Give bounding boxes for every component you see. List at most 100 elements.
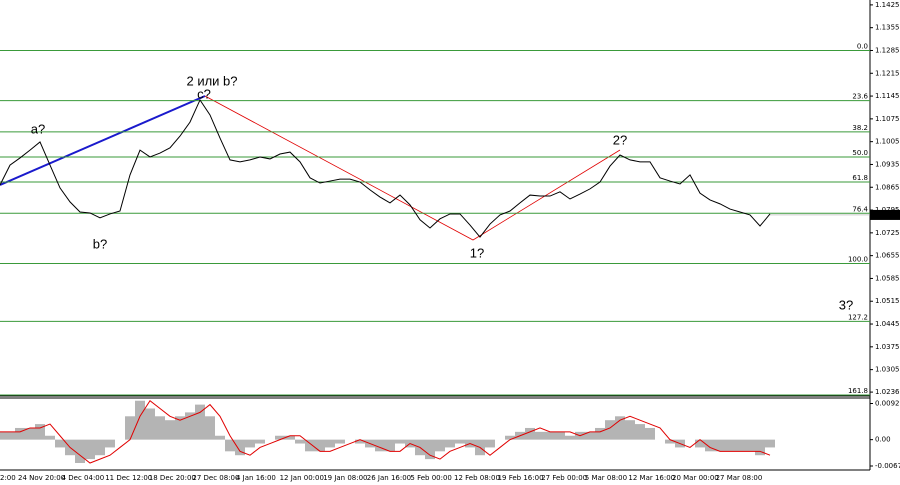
histogram-bar bbox=[505, 435, 515, 440]
signal-line bbox=[0, 399, 771, 464]
histogram-bar bbox=[75, 439, 85, 463]
histogram-bar bbox=[185, 412, 195, 440]
histogram-bar bbox=[85, 439, 95, 460]
y-tick-label: 1.1005 bbox=[875, 138, 900, 146]
x-tick-label: 26 Jan 16:00 bbox=[367, 474, 411, 482]
x-tick-label: 27 Mar 08:00 bbox=[716, 474, 763, 482]
y-tick-label: 1.0725 bbox=[875, 229, 900, 237]
histogram-bar bbox=[205, 416, 215, 440]
x-tick-label: 5 Mar 08:00 bbox=[585, 474, 627, 482]
fib-label: 76.4 bbox=[852, 205, 868, 213]
histogram-bar bbox=[705, 439, 715, 452]
histogram-bar bbox=[755, 439, 765, 456]
histogram-bar bbox=[485, 439, 495, 448]
histogram-bar bbox=[695, 439, 705, 448]
histogram-bar bbox=[455, 439, 465, 444]
current-price-label: 1.0780 bbox=[874, 211, 899, 219]
x-tick-label: 4 Jan 16:00 bbox=[236, 474, 276, 482]
histogram-bar bbox=[195, 404, 205, 440]
y-tick-label: 1.0865 bbox=[875, 183, 900, 191]
histogram-bar bbox=[605, 420, 615, 440]
y-tick-label: 1.0445 bbox=[875, 320, 900, 328]
histogram-bar bbox=[315, 439, 325, 452]
histogram-bar bbox=[395, 439, 405, 444]
wave-label: a? bbox=[31, 121, 45, 136]
histogram-bar bbox=[725, 439, 735, 452]
x-tick-label: 27 Dec 08:00 bbox=[192, 474, 239, 482]
y-tick-label: 1.1075 bbox=[875, 115, 900, 123]
wave-label: b? bbox=[93, 236, 107, 251]
histogram-bar bbox=[335, 439, 345, 444]
y-tick-label: -0.00677 bbox=[875, 462, 900, 470]
fib-label: 38.2 bbox=[852, 124, 868, 132]
x-tick-label: 20 Mar 00:00 bbox=[672, 474, 719, 482]
wave-label: 2? bbox=[613, 132, 627, 147]
histogram-bar bbox=[545, 431, 555, 440]
x-tick-label: 12 Jan 00:00 bbox=[280, 474, 324, 482]
histogram-bar bbox=[665, 439, 675, 444]
histogram-bar bbox=[285, 435, 295, 440]
histogram-bar bbox=[255, 439, 265, 444]
histogram-bar bbox=[295, 439, 305, 444]
histogram-bar bbox=[555, 431, 565, 440]
histogram-bar bbox=[765, 439, 775, 448]
y-tick-label: 1.0375 bbox=[875, 343, 900, 351]
histogram-bar bbox=[35, 424, 45, 440]
x-tick-label: 12 Mar 16:00 bbox=[628, 474, 675, 482]
histogram-bar bbox=[155, 416, 165, 440]
histogram-bar bbox=[355, 439, 365, 444]
histogram-bar bbox=[305, 439, 315, 452]
histogram-bar bbox=[745, 439, 755, 452]
histogram-bar bbox=[225, 439, 235, 452]
histogram-bar bbox=[25, 427, 35, 440]
y-tick-label: 1.0236 bbox=[875, 388, 900, 396]
current-price-box bbox=[870, 209, 900, 220]
y-tick-label: 1.0515 bbox=[875, 297, 900, 305]
y-tick-label: 1.0935 bbox=[875, 160, 900, 168]
histogram-bar bbox=[445, 439, 455, 448]
histogram-bar bbox=[325, 439, 335, 448]
wave-line bbox=[204, 95, 621, 241]
histogram-bar bbox=[715, 439, 725, 452]
histogram-bar bbox=[525, 427, 535, 440]
y-tick-label: 0.00 bbox=[875, 436, 891, 444]
histogram-bar bbox=[585, 431, 595, 440]
histogram-bar bbox=[625, 420, 635, 440]
histogram-bar bbox=[165, 420, 175, 440]
price-line bbox=[0, 98, 771, 238]
histogram-bar bbox=[145, 408, 155, 440]
histogram-bar bbox=[635, 424, 645, 440]
fib-label: 127.2 bbox=[848, 313, 868, 321]
fib-label: 0.0 bbox=[857, 42, 868, 50]
fib-label: 61.8 bbox=[852, 174, 868, 182]
histogram-bar bbox=[5, 431, 15, 440]
histogram-bar bbox=[45, 435, 55, 440]
fib-label: 161.8 bbox=[848, 387, 868, 395]
histogram-bar bbox=[535, 431, 545, 440]
histogram-bar bbox=[245, 439, 255, 448]
x-tick-label: 19 Jan 08:00 bbox=[323, 474, 367, 482]
histogram-bar bbox=[125, 416, 135, 440]
y-tick-label: 1.1215 bbox=[875, 69, 900, 77]
histogram-bar bbox=[385, 439, 395, 452]
y-tick-label: 1.0305 bbox=[875, 366, 900, 374]
y-tick-label: 1.1145 bbox=[875, 92, 900, 100]
fib-label: 100.0 bbox=[848, 255, 868, 263]
x-tick-label: 5 Feb 00:00 bbox=[410, 474, 451, 482]
y-tick-label: 1.0585 bbox=[875, 274, 900, 282]
histogram-bar bbox=[55, 439, 65, 448]
y-tick-label: 0.00929 bbox=[875, 399, 900, 407]
histogram-bar bbox=[15, 427, 25, 440]
x-tick-label: 11 Dec 12:00 bbox=[105, 474, 152, 482]
x-tick-label: 19 Feb 16:00 bbox=[498, 474, 544, 482]
y-tick-label: 1.1285 bbox=[875, 46, 900, 54]
histogram-bar bbox=[0, 431, 5, 440]
histogram-bar bbox=[275, 435, 285, 440]
histogram-bar bbox=[105, 439, 115, 448]
x-tick-label: 24 Nov 20:00 bbox=[18, 474, 65, 482]
wave-label: c? bbox=[197, 86, 211, 101]
y-tick-label: 1.1355 bbox=[875, 24, 900, 32]
histogram-bar bbox=[375, 439, 385, 452]
